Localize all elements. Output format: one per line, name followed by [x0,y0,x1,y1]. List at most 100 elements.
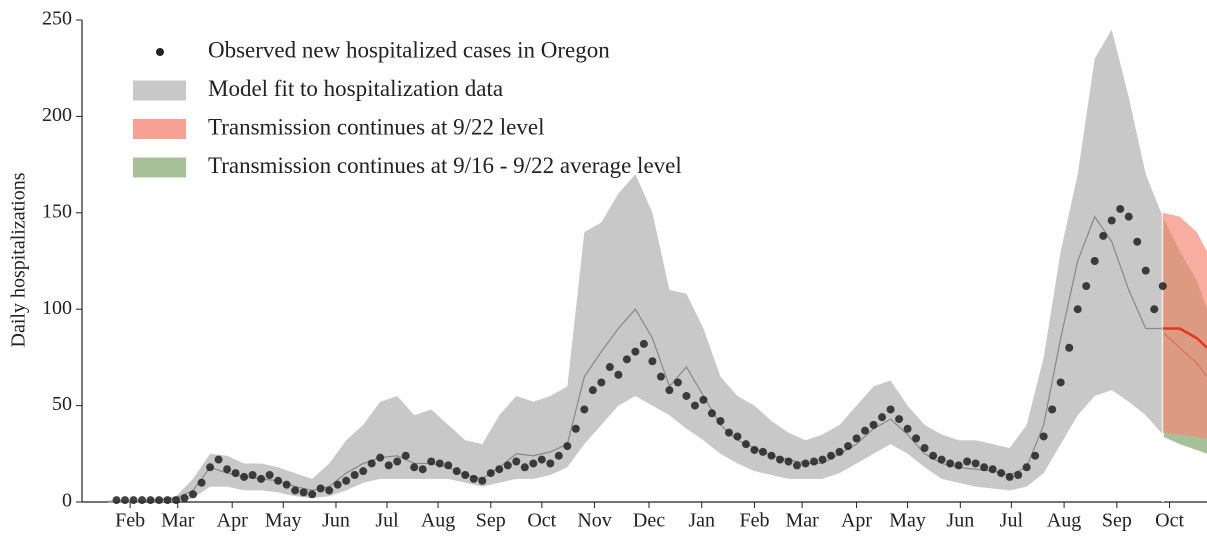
y-axis-label: Daily hospitalizations [8,172,30,347]
data-point [308,490,317,499]
x-tick-label: May [265,510,302,532]
data-point [775,455,784,464]
data-point [716,417,725,426]
data-point [486,469,495,478]
x-tick-label: Feb [739,510,769,532]
data-point [146,496,155,505]
legend-label: Transmission continues at 9/16 - 9/22 av… [208,153,682,178]
x-tick-label: Nov [577,510,611,532]
data-point [886,405,895,414]
x-tick-label: Jul [375,510,399,532]
data-point [580,405,589,414]
data-point [121,496,130,505]
data-point [452,467,461,476]
legend-swatch [133,157,186,178]
data-point [937,455,946,464]
x-tick-label: Oct [527,510,556,532]
data-point [469,474,478,483]
data-point [980,463,989,472]
data-point [155,496,164,505]
legend-label: Transmission continues at 9/22 level [208,114,544,139]
data-point [418,465,427,474]
data-point [724,428,733,437]
x-tick-label: Apr [217,510,248,532]
y-tick-label: 150 [42,200,72,222]
data-point [665,386,674,395]
data-point [1099,231,1108,240]
data-point [1141,266,1150,275]
data-point [367,459,376,468]
data-point [333,480,342,489]
data-point [946,459,955,468]
data-point [912,434,921,443]
data-point [1150,305,1159,314]
data-point [597,378,606,387]
data-point [435,459,444,468]
data-point [861,426,870,435]
data-point [648,357,657,366]
data-point [954,461,963,470]
data-point [835,447,844,456]
data-point [1133,237,1142,246]
data-point [291,486,300,495]
x-tick-label: Mar [785,510,819,532]
x-tick-label: Sep [476,510,506,532]
data-point [588,386,597,395]
data-point [750,445,759,454]
y-tick-label: 100 [42,297,72,319]
data-point [461,471,470,480]
data-point [274,476,283,485]
data-point [1039,432,1048,441]
data-point [929,451,938,460]
data-point [733,432,742,441]
data-point [282,480,291,489]
data-point [1048,405,1057,414]
data-point [827,451,836,460]
x-tick-label: Aug [421,510,455,532]
data-point [1158,282,1167,291]
band [108,29,1163,502]
data-point [214,455,223,464]
data-point [971,459,980,468]
data-point [265,471,274,480]
data-point [1022,463,1031,472]
legend-marker [156,48,164,56]
data-point [656,372,665,381]
data-point [682,391,691,400]
x-tick-label: Sep [1102,510,1132,532]
data-point [1073,305,1082,314]
data-point [231,469,240,478]
data-point [129,496,138,505]
data-point [869,420,878,429]
data-point [767,451,776,460]
x-tick-label: Oct [1155,510,1184,532]
data-point [1124,212,1133,221]
data-point [206,463,215,472]
y-tick-label: 200 [42,104,72,126]
x-tick-label: Feb [115,510,145,532]
data-point [248,471,257,480]
x-tick-label: Mar [161,510,195,532]
data-point [818,455,827,464]
x-tick-label: Jun [322,510,350,532]
data-point [546,459,555,468]
data-point [427,457,436,466]
data-point [1090,257,1099,265]
data-point [1065,343,1074,352]
x-tick-label: Jul [1000,510,1024,532]
data-point [784,457,793,466]
data-point [699,395,708,404]
data-point [758,447,767,456]
data-point [1014,471,1023,480]
data-point [1031,451,1040,460]
data-point [223,465,232,474]
median-line [1162,327,1207,349]
data-point [478,476,487,485]
legend-swatch [133,119,186,139]
data-point [1116,204,1125,213]
data-point [180,494,189,503]
data-point [189,490,198,499]
data-point [793,461,802,470]
data-point [529,459,538,468]
y-tick-label: 50 [52,393,72,415]
